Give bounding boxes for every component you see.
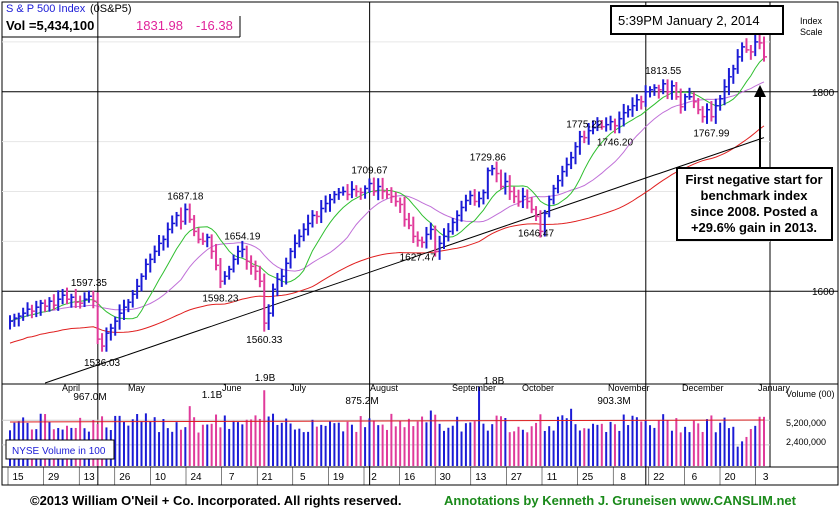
day-tick-label: 26 (119, 472, 131, 483)
timestamp-box (610, 5, 784, 35)
price-tick-label: 1600 (812, 287, 835, 298)
day-tick-label: 2 (371, 472, 377, 483)
price-label: 1775.22 (566, 120, 603, 131)
day-tick-label: 5 (300, 472, 306, 483)
day-tick-label: 30 (440, 472, 452, 483)
day-tick-label: 20 (724, 472, 736, 483)
volume-tick-high: 5,200,000 (786, 418, 826, 428)
annotation-arrow-head (754, 85, 766, 97)
day-tick-label: 6 (692, 472, 698, 483)
volume-label: 903.3M (597, 396, 630, 407)
ma-50-line (9, 125, 765, 344)
day-tick-label: 22 (653, 472, 665, 483)
day-tick-label: 24 (190, 472, 202, 483)
day-tick-label: 10 (155, 472, 167, 483)
month-label: April (62, 383, 80, 393)
price-label: 1709.67 (351, 166, 388, 177)
volume-readout: Vol =5,434,100 (6, 18, 94, 33)
volume-tick-low: 2,400,000 (786, 437, 826, 447)
day-tick-label: 3 (763, 472, 769, 483)
month-label: June (222, 383, 242, 393)
price-label: 1654.19 (224, 231, 261, 242)
price-label: 1646.47 (518, 228, 555, 239)
volume-label: 967.0M (73, 392, 106, 403)
day-tick-label: 29 (48, 472, 60, 483)
price-labels: 1597.35 1536.03 1687.18 1598.23 1654.19 1560.… (71, 66, 730, 407)
price-label: 1813.55 (645, 66, 682, 77)
price-label: 1687.18 (167, 191, 204, 202)
day-tick-label: 7 (229, 472, 235, 483)
day-tick-label: 19 (333, 472, 345, 483)
day-tick-label: 16 (404, 472, 416, 483)
annotation-line-1: First negative start for (685, 172, 822, 187)
scale-label-index: Index (800, 16, 823, 26)
price-label: 1767.99 (693, 129, 730, 140)
price-label: 1729.86 (470, 153, 507, 164)
date-axis-frame (1, 466, 839, 486)
day-tick-label: 15 (12, 472, 24, 483)
month-label: October (522, 383, 554, 393)
month-label: September (452, 383, 496, 393)
axis-labels: 15 29 13 26 10 24 7 21 5 19 2 16 30 13 27 11 25 8 22 6 20 3 Ap… (7, 383, 791, 485)
price-label: 1560.33 (246, 335, 283, 346)
price-change: -16.38 (196, 18, 233, 33)
price-label: 1597.35 (71, 278, 108, 289)
day-tick-label: 21 (262, 472, 274, 483)
ma-200-line (44, 137, 765, 384)
annotation-line-3: since 2008. Posted a (690, 204, 818, 219)
copyright-notice: ©2013 William O'Neil + Co. Incorporated.… (30, 493, 402, 508)
price-tick-label: 1800 (812, 88, 835, 99)
last-price: 1831.98 (136, 18, 183, 33)
ma-20-line (9, 81, 765, 322)
volume-average-line (9, 419, 765, 423)
annotation-line-2: benchmark index (701, 188, 809, 203)
nyse-volume-note: NYSE Volume in 100 (12, 446, 106, 457)
price-label: 1536.03 (84, 358, 121, 369)
month-label: July (290, 383, 307, 393)
annotator-credit: Annotations by Kenneth J. Gruneisen www.… (444, 493, 796, 508)
month-label: November (608, 383, 650, 393)
price-label: 1627.47 (400, 252, 437, 263)
annotation-line-4: +29.6% gain in 2013. (691, 220, 817, 235)
volume-label: 1.9B (255, 373, 276, 384)
volume-label: 1.1B (202, 390, 223, 401)
volume-scale-title: Volume (00) (786, 389, 835, 399)
month-label: August (370, 383, 399, 393)
month-label: December (682, 383, 724, 393)
index-symbol: (0S&P5) (90, 3, 132, 15)
day-tick-label: 11 (547, 472, 558, 483)
day-tick-label: 13 (84, 472, 96, 483)
scale-label-scale: Scale (800, 27, 823, 37)
index-name: S & P 500 Index (6, 3, 86, 15)
price-bars (9, 34, 767, 352)
price-label: 1598.23 (202, 293, 239, 304)
nyse-volume-note-box (5, 439, 115, 460)
month-label: January (758, 383, 791, 393)
day-tick-label: 13 (475, 472, 487, 483)
annotation-box (676, 167, 833, 241)
day-tick-label: 8 (620, 472, 626, 483)
day-tick-label: 27 (511, 472, 523, 483)
volume-label: 875.2M (345, 396, 378, 407)
month-label: May (128, 383, 146, 393)
price-label: 1746.20 (597, 138, 634, 149)
volume-scale-frame (769, 383, 839, 468)
timestamp: 5:39PM January 2, 2014 (618, 13, 760, 28)
day-tick-label: 25 (582, 472, 594, 483)
volume-label: 1.8B (484, 376, 505, 387)
